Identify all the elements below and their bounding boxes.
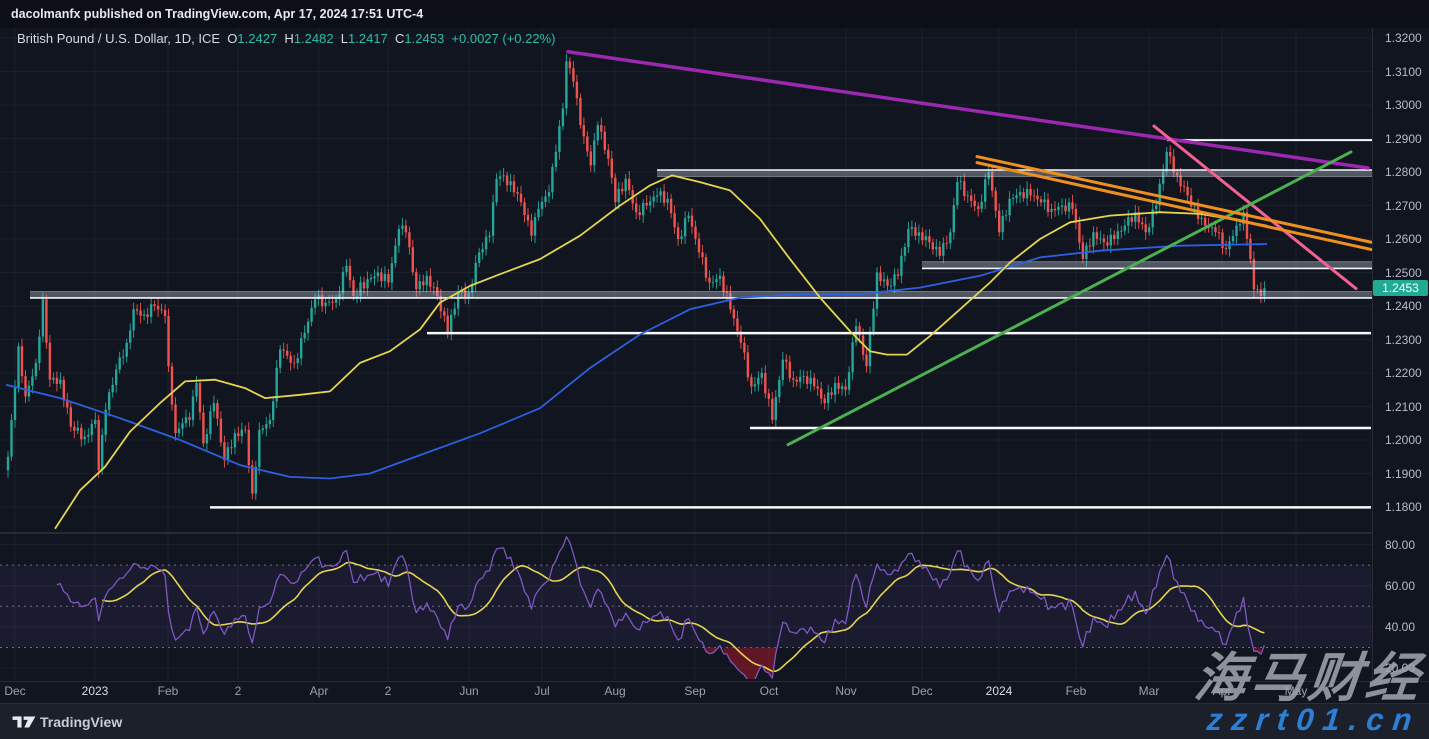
- rsi-ma-line: [102, 561, 1265, 672]
- time-axis-label: Jun: [459, 684, 479, 698]
- time-axis-label: Dec: [4, 684, 26, 698]
- time-axis-label: 2023: [81, 684, 109, 698]
- trendlines[interactable]: [566, 49, 1372, 447]
- time-axis-label: 2: [234, 684, 242, 698]
- chart-legend[interactable]: British Pound / U.S. Dollar, 1D, ICE O1.…: [17, 31, 555, 46]
- high-label: H: [284, 31, 294, 46]
- close-label: C: [395, 31, 405, 46]
- price-axis-label: 1.2700: [1385, 198, 1422, 213]
- low-label: L: [340, 31, 349, 46]
- zone-1.2520: [922, 261, 1372, 269]
- time-axis-label: Jul: [534, 684, 550, 698]
- rsi-axis-label: 20.00: [1385, 661, 1416, 676]
- time-axis-label: Apr: [1212, 684, 1232, 698]
- watermark-cjk: 海马财经: [1191, 649, 1426, 708]
- ascending-green: [786, 150, 1353, 447]
- price-axis-label: 1.3100: [1385, 64, 1422, 79]
- price-axis-label: 1.2300: [1385, 332, 1422, 347]
- time-axis-label: May: [1284, 684, 1308, 698]
- price-axis-label: 1.3200: [1385, 31, 1422, 45]
- time-axis-label: Nov: [835, 684, 857, 698]
- zone-1.2800: [657, 169, 1372, 177]
- rsi-line: [56, 536, 1266, 679]
- time-axis-label: Aug: [604, 684, 626, 698]
- time-axis-label: Oct: [759, 684, 779, 698]
- price-axis-border: [1372, 28, 1373, 681]
- price-axis-label: 1.2800: [1385, 165, 1422, 179]
- publish-line: dacolmanfx published on TradingView.com,…: [11, 7, 424, 21]
- horizontal-levels[interactable]: [30, 139, 1372, 509]
- high-value: 1.2482: [293, 31, 334, 46]
- tradingview-wordmark[interactable]: TradingView: [40, 714, 123, 730]
- grid: [0, 28, 1372, 680]
- price-axis-label: 1.2900: [1385, 131, 1422, 146]
- rsi-oversold-fill: [723, 647, 776, 679]
- footer-bar: TradingView: [0, 703, 1429, 739]
- price-axis-label: 1.3000: [1385, 98, 1422, 112]
- price-axis-label: 1.1900: [1385, 466, 1422, 481]
- watermark-url: zzrt01.cn: [1205, 702, 1423, 737]
- time-axis-label: Apr: [309, 684, 329, 698]
- time-axis-label: 2024: [985, 684, 1013, 698]
- descending-orange-upper: [975, 155, 1372, 244]
- symbol-title[interactable]: British Pound / U.S. Dollar, 1D, ICE: [17, 31, 221, 46]
- pane-divider[interactable]: [0, 532, 1372, 534]
- time-axis-label: Mar: [1138, 684, 1160, 698]
- price-axis-label: 1.2100: [1385, 399, 1422, 414]
- rsi-pane[interactable]: [0, 536, 1372, 683]
- zone-1.2430: [30, 291, 1372, 298]
- open-value: 1.2427: [237, 31, 278, 46]
- time-axis-border: [0, 681, 1429, 682]
- last-price-tag: 1.2453: [1373, 280, 1428, 296]
- open-label: O: [227, 31, 238, 46]
- descending-orange-lower: [975, 161, 1372, 252]
- price-axis-label: 1.2600: [1385, 232, 1422, 246]
- rsi-axis-label: 60.00: [1385, 578, 1416, 593]
- time-axis-label: 2: [384, 684, 392, 698]
- price-axis-label: 1.2200: [1385, 366, 1422, 380]
- time-axis-label: Dec: [911, 684, 933, 698]
- time-axis-label: Sep: [684, 684, 706, 698]
- publish-bar: dacolmanfx published on TradingView.com,…: [0, 0, 1429, 28]
- ma-slow-line: [5, 243, 1268, 480]
- rsi-axis-label: 40.00: [1385, 619, 1416, 634]
- time-axis-label: Feb: [157, 684, 179, 698]
- price-axis-label: 1.2500: [1385, 265, 1422, 280]
- price-axis-label: 1.2400: [1385, 299, 1422, 313]
- rsi-axis-label: 80.00: [1385, 537, 1416, 552]
- low-value: 1.2417: [348, 31, 388, 46]
- ma-fast-line: [54, 174, 1268, 530]
- change-value: +0.0027 (+0.22%): [451, 31, 556, 46]
- main-pane[interactable]: [5, 49, 1372, 530]
- time-axis-label: Feb: [1065, 684, 1087, 698]
- tradingview-logo-icon[interactable]: [12, 713, 38, 731]
- descending-purple: [566, 49, 1370, 170]
- descending-pink: [1152, 124, 1358, 291]
- price-axis-label: 1.1800: [1385, 500, 1422, 514]
- price-axis-label: 1.2000: [1385, 433, 1422, 447]
- close-value: 1.2453: [404, 31, 445, 46]
